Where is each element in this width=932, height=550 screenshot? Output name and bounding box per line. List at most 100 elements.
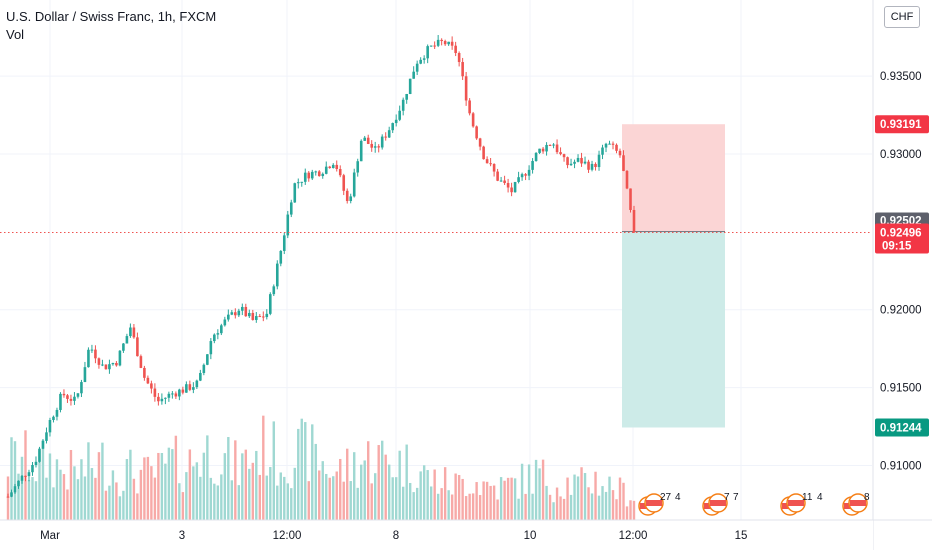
currency-button[interactable]: CHF <box>884 6 920 28</box>
candle-body <box>97 358 101 365</box>
candle-body <box>255 316 258 320</box>
candle-body <box>150 383 153 389</box>
economic-event-marker[interactable]: 11 4 <box>780 492 823 516</box>
candle-body <box>450 41 454 46</box>
candle-body <box>209 341 213 355</box>
candle-body <box>146 377 150 384</box>
candle <box>412 66 415 79</box>
volume-bar <box>587 487 590 520</box>
candle-body <box>59 393 62 410</box>
candle <box>55 407 59 421</box>
volume-bar <box>440 488 443 520</box>
volume-bar <box>384 454 387 520</box>
candle-body <box>489 163 492 165</box>
volume-bar <box>489 485 492 520</box>
candle-body <box>499 180 503 182</box>
volume-bar <box>104 490 108 520</box>
flag-stripe <box>710 500 726 506</box>
economic-event-marker[interactable]: 8 <box>842 492 870 516</box>
candle-body <box>468 100 471 114</box>
event-markers[interactable]: 27 4 7 7 11 4 8 <box>638 492 870 516</box>
candle-body <box>506 183 510 188</box>
volume-bar <box>562 498 566 520</box>
volume-indicator-label[interactable]: Vol <box>6 27 25 42</box>
price-axis-bg <box>873 0 932 550</box>
candle <box>300 181 304 187</box>
candle <box>178 388 181 401</box>
volume-bar <box>408 482 412 520</box>
candle-body <box>248 312 251 317</box>
volume-bar <box>314 443 317 520</box>
candle-body <box>422 58 426 60</box>
candle <box>143 365 146 381</box>
volume-bar <box>576 476 580 520</box>
volume-bar <box>597 495 601 520</box>
candle <box>132 324 136 339</box>
candle <box>366 134 370 145</box>
volume-bar <box>363 460 366 520</box>
volume-bar <box>552 502 555 520</box>
candle <box>213 333 216 344</box>
candle-body <box>160 398 164 402</box>
volume-bar <box>377 445 380 520</box>
volume-bar <box>213 483 216 520</box>
candle-body <box>625 170 629 189</box>
candle-body <box>478 138 482 147</box>
candle-body <box>384 136 387 138</box>
candle <box>237 308 241 318</box>
candle <box>27 469 31 482</box>
candle-body <box>188 384 192 390</box>
volume-bar <box>202 452 206 520</box>
candle <box>338 165 342 178</box>
volume-bar <box>342 481 345 520</box>
candle-body <box>510 187 513 193</box>
volume-bar <box>45 477 48 520</box>
volume-bar <box>517 498 520 520</box>
candle <box>541 147 545 154</box>
candle <box>443 39 447 46</box>
candle <box>359 139 363 162</box>
candle-body <box>265 313 269 318</box>
candle-body <box>241 306 244 311</box>
candle-body <box>87 349 90 368</box>
candle-body <box>272 286 276 295</box>
candle <box>594 162 597 171</box>
candle-body <box>618 150 622 156</box>
volume-bar <box>83 476 87 520</box>
candle <box>387 126 391 138</box>
candle <box>503 175 506 185</box>
event-subcount: 7 <box>733 492 739 503</box>
time-axis[interactable]: Mar 3 12:00 8 10 12:00 15 <box>0 519 932 550</box>
candle-body <box>289 202 293 215</box>
candle <box>87 347 90 368</box>
volume-bar <box>199 476 202 520</box>
volume-bar <box>153 477 157 520</box>
volume-bar <box>269 467 272 520</box>
candle-body <box>80 382 83 394</box>
candle <box>216 329 220 340</box>
volume-bar <box>185 472 188 520</box>
candle <box>34 456 38 468</box>
candle <box>206 354 209 366</box>
candle <box>31 462 34 476</box>
candle-body <box>317 171 321 177</box>
economic-event-marker[interactable]: 27 4 <box>638 492 681 516</box>
symbol-title[interactable]: U.S. Dollar / Swiss Franc, 1h, FXCM <box>6 9 217 24</box>
price-axis[interactable]: 0.93500 0.93000 0.92000 0.91500 0.91000 <box>872 0 932 550</box>
volume-bar <box>220 474 223 520</box>
volume-bar <box>223 453 227 520</box>
time-tick-label: 12:00 <box>273 530 302 542</box>
volume-bar <box>136 493 139 520</box>
candle-body <box>391 123 394 131</box>
candle <box>422 55 426 64</box>
volume-bar <box>171 449 174 520</box>
candle-body <box>328 166 332 169</box>
volume-bar <box>468 493 471 520</box>
volume-bar <box>52 487 55 520</box>
time-tick-label: 8 <box>393 530 399 542</box>
candle-body <box>401 99 405 111</box>
candle <box>506 178 510 193</box>
candle <box>363 135 367 142</box>
